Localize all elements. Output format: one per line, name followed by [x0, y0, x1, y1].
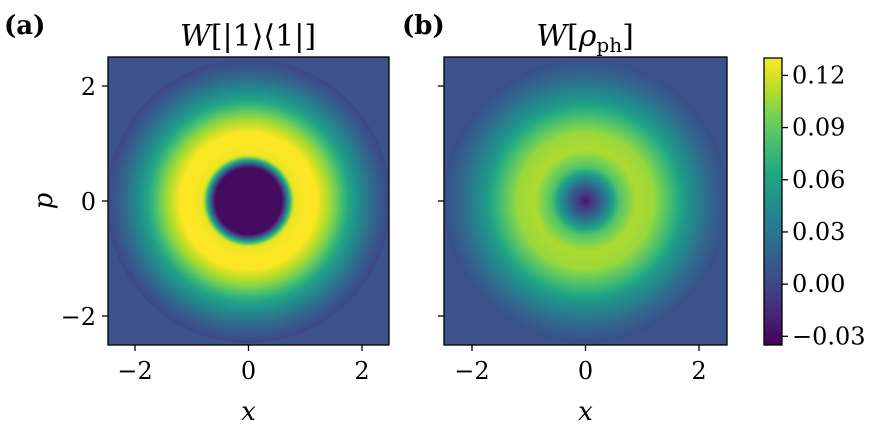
panel-a-title-w: W	[180, 19, 213, 54]
panel-a-y-axis: 2 0 −2 p	[29, 73, 108, 331]
colorbar-tick-label: 0.12	[792, 61, 845, 89]
panel-b-title-close: ]	[622, 19, 634, 54]
x-axis-label: x	[578, 397, 593, 427]
panel-b-plot	[444, 57, 727, 345]
x-tick-label-2: 2	[691, 357, 706, 385]
colorbar: 0.12 0.09 0.06 0.03 0.00 −0.03	[763, 57, 866, 350]
panel-a-plot	[108, 57, 389, 345]
x-tick-label-m2: −2	[117, 357, 152, 385]
panel-a-title-body: [|1⟩⟨1|]	[211, 19, 316, 54]
panel-a-x-axis: −2 0 2 x	[117, 345, 370, 427]
panel-b-x-axis: −2 0 2 x	[454, 345, 707, 427]
panel-a-title: W[|1⟩⟨1|]	[180, 19, 316, 54]
panel-b-label: (b)	[402, 11, 445, 41]
y-axis-label: p	[29, 192, 59, 209]
x-axis-label: x	[241, 397, 256, 427]
colorbar-tick-label: 0.00	[792, 270, 845, 298]
colorbar-tick-label: −0.03	[792, 322, 866, 350]
colorbar-tick-label: 0.09	[792, 114, 845, 142]
y-tick-label-0: 0	[81, 188, 96, 216]
panel-b-title-w: W	[536, 19, 569, 54]
y-tick-label-2: 2	[81, 73, 96, 101]
colorbar-tick-label: 0.03	[792, 218, 845, 246]
panel-b-heatmap	[444, 59, 727, 343]
panel-b-y-axis	[438, 85, 444, 317]
x-tick-label-0: 0	[578, 357, 593, 385]
colorbar-bar	[763, 57, 783, 346]
panel-a-heatmap	[108, 59, 389, 343]
colorbar-ticks: 0.12 0.09 0.06 0.03 0.00 −0.03	[782, 61, 866, 350]
panel-b-title-sub: ph	[596, 33, 622, 57]
panel-b-title: W[ρph]	[536, 19, 634, 57]
panel-b-title-rho: ρ	[578, 19, 597, 54]
panel-a-label: (a)	[4, 11, 45, 41]
x-tick-label-0: 0	[241, 357, 256, 385]
x-tick-label-m2: −2	[454, 357, 489, 385]
x-tick-label-2: 2	[354, 357, 369, 385]
colorbar-tick-label: 0.06	[792, 166, 845, 194]
panel-b-title-open: [	[567, 19, 579, 54]
y-tick-label-m2: −2	[61, 303, 96, 331]
